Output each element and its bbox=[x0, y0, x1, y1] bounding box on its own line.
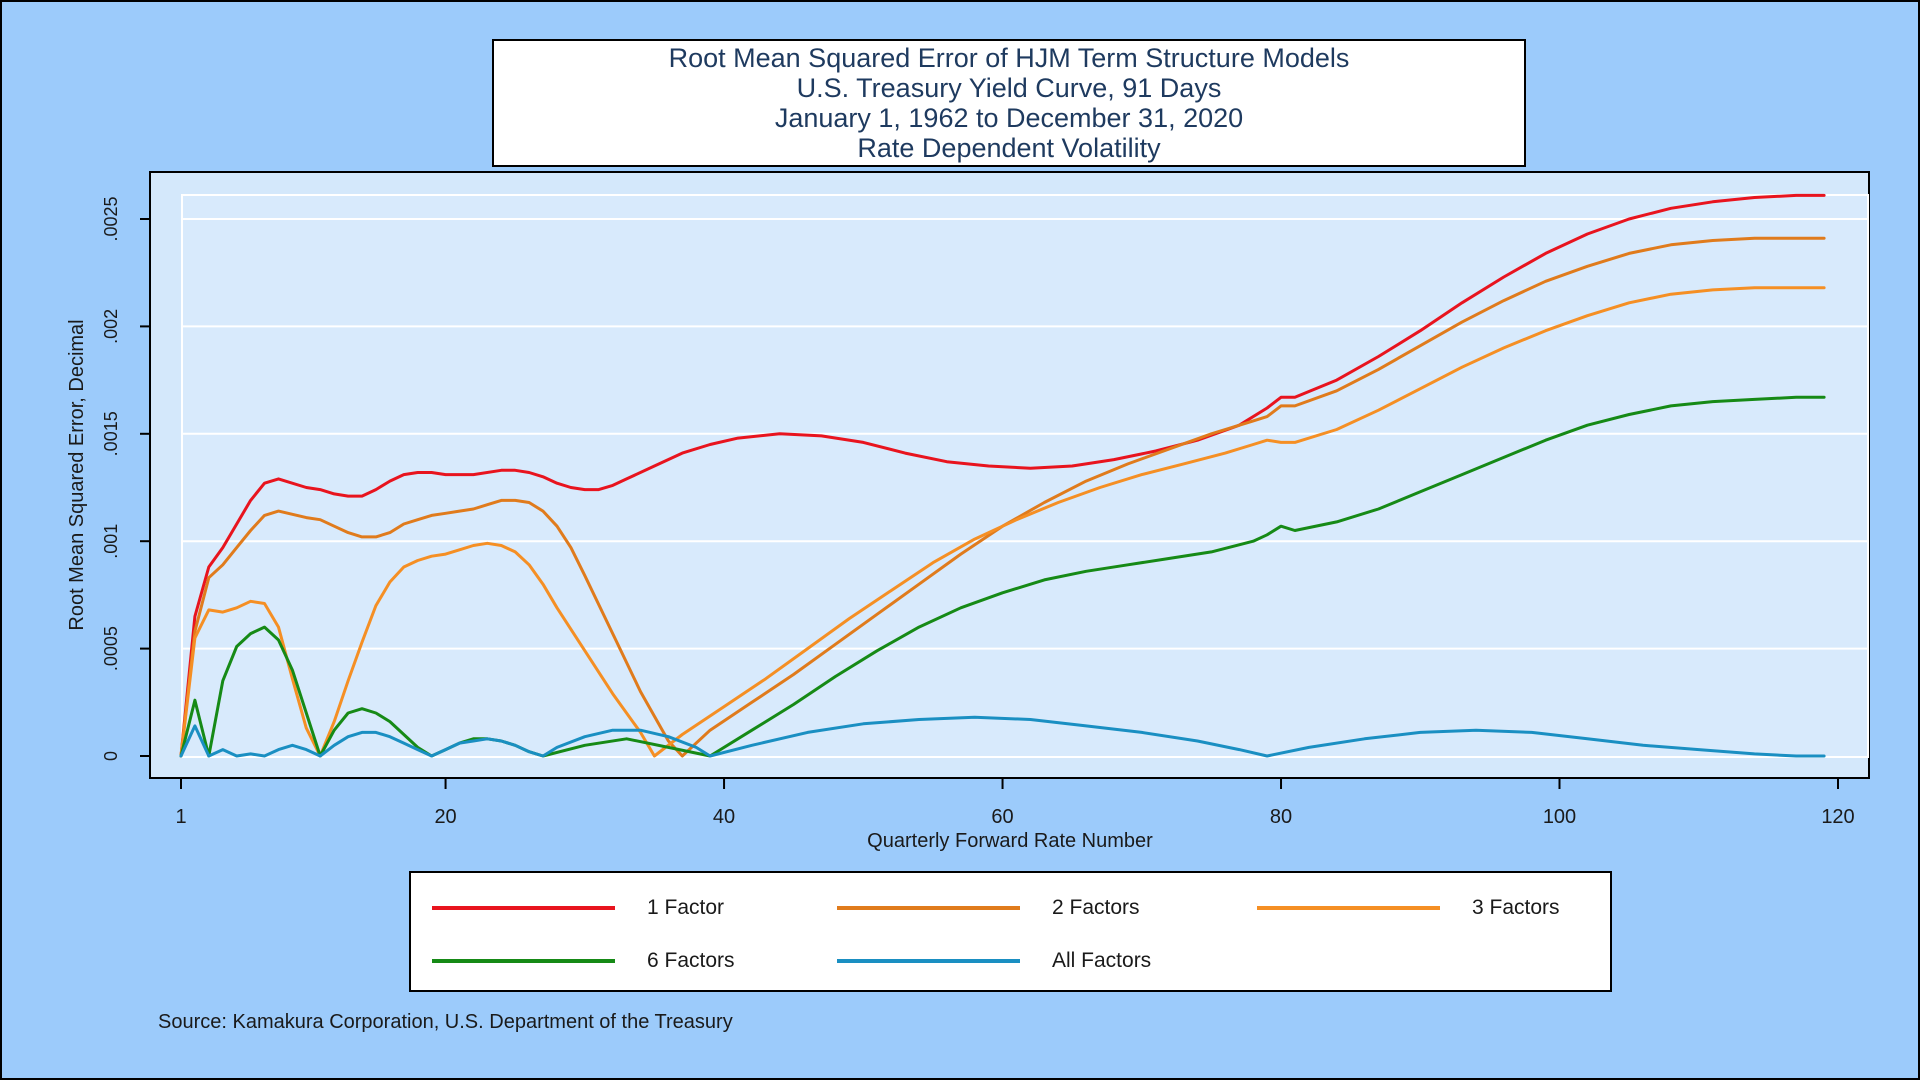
title-line-1: Root Mean Squared Error of HJM Term Stru… bbox=[668, 43, 1350, 73]
plot-inner-frame bbox=[181, 194, 1869, 758]
y-tick-label: .0015 bbox=[101, 411, 121, 456]
legend: 1 Factor 2 Factors 3 Factors 6 Factors A… bbox=[409, 871, 1612, 992]
x-tick-label: 60 bbox=[991, 806, 1013, 828]
x-tick-label: 20 bbox=[434, 806, 456, 828]
series-line-6-factors bbox=[179, 395, 1826, 758]
legend-label: 2 Factors bbox=[1052, 896, 1140, 919]
legend-item-6-factors: 6 Factors bbox=[432, 946, 735, 976]
series-line-2-factors bbox=[179, 236, 1826, 758]
legend-item-all-factors: All Factors bbox=[837, 946, 1151, 976]
title-line-4: Rate Dependent Volatility bbox=[857, 133, 1161, 163]
title-line-3: January 1, 1962 to December 31, 2020 bbox=[774, 103, 1244, 133]
legend-swatch-1-factor bbox=[432, 906, 615, 910]
legend-label: All Factors bbox=[1052, 949, 1152, 972]
series-line-1-factor bbox=[179, 193, 1826, 758]
legend-label: 3 Factors bbox=[1472, 896, 1560, 919]
x-axis-label: Quarterly Forward Rate Number bbox=[867, 830, 1153, 852]
legend-swatch-all-factors bbox=[837, 959, 1020, 963]
gridlines bbox=[182, 218, 1868, 650]
title-line-2: U.S. Treasury Yield Curve, 91 Days bbox=[796, 73, 1222, 103]
legend-item-3-factors: 3 Factors bbox=[1257, 893, 1560, 923]
y-axis-ticks: 0 .0005 .001 .0015 .002 .0025 bbox=[101, 196, 150, 761]
x-tick-label: 1 bbox=[175, 806, 186, 828]
x-tick-label: 80 bbox=[1270, 806, 1292, 828]
x-tick-label: 100 bbox=[1543, 806, 1576, 828]
y-tick-label: .002 bbox=[101, 309, 121, 344]
y-axis-label: Root Mean Squared Error, Decimal bbox=[66, 319, 88, 630]
y-tick-label: .0025 bbox=[101, 196, 121, 241]
legend-swatch-3-factors bbox=[1257, 906, 1440, 910]
x-axis-ticks: 1 20 40 60 80 100 120 bbox=[175, 778, 1855, 828]
y-tick-label: 0 bbox=[101, 751, 121, 761]
x-tick-label: 120 bbox=[1821, 806, 1854, 828]
legend-item-2-factors: 2 Factors bbox=[837, 893, 1140, 923]
legend-swatch-6-factors bbox=[432, 959, 615, 963]
legend-item-1-factor: 1 Factor bbox=[432, 893, 724, 923]
source-note: Source: Kamakura Corporation, U.S. Depar… bbox=[158, 1011, 733, 1033]
legend-swatch-2-factors bbox=[837, 906, 1020, 910]
y-tick-label: .001 bbox=[101, 524, 121, 559]
series-line-all-factors bbox=[179, 715, 1826, 758]
title-box: Root Mean Squared Error of HJM Term Stru… bbox=[492, 39, 1526, 167]
y-tick-label: .0005 bbox=[101, 626, 121, 671]
x-tick-label: 40 bbox=[713, 806, 735, 828]
legend-label: 6 Factors bbox=[647, 949, 735, 972]
legend-label: 1 Factor bbox=[647, 896, 725, 919]
series-lines bbox=[179, 193, 1826, 758]
